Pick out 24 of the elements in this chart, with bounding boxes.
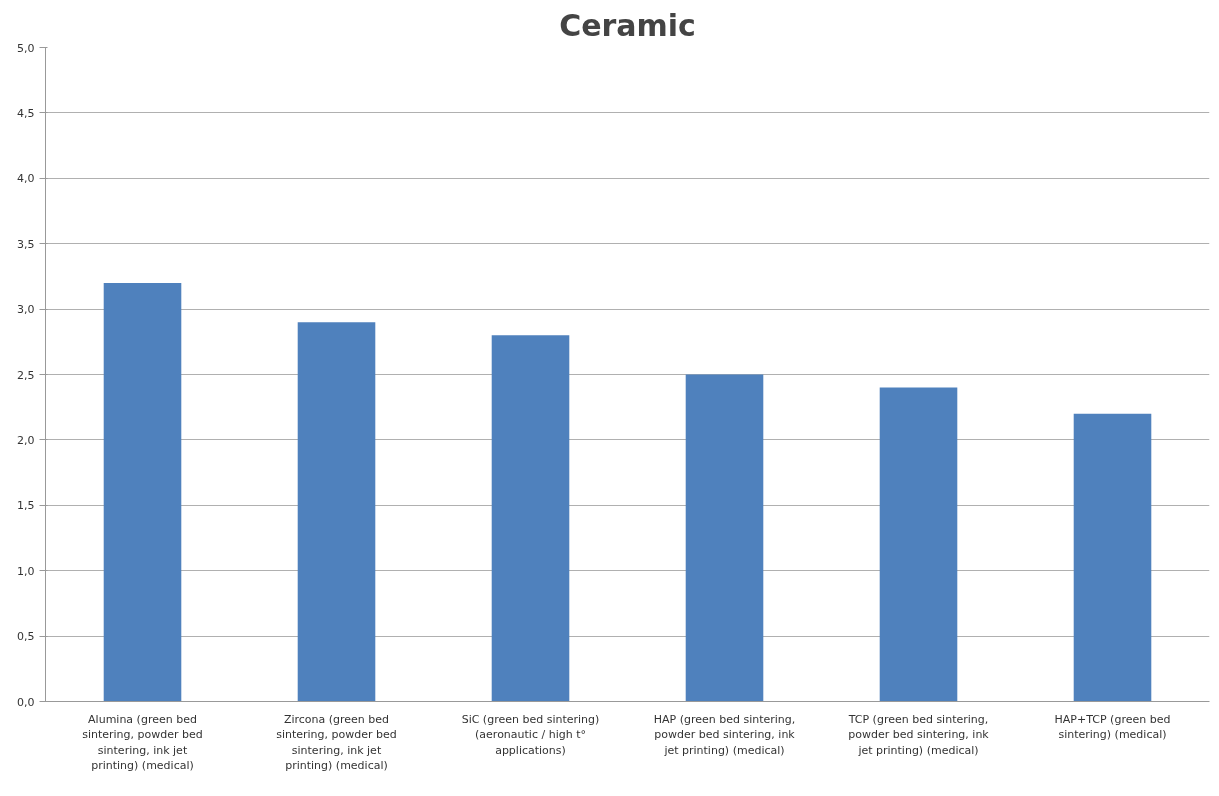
bar xyxy=(297,322,376,702)
x-tick-label: Alumina (green bed sintering, powder bed sintering, ink jet printing) (medical) xyxy=(82,712,203,773)
bar xyxy=(685,374,764,702)
x-tick-label: HAP (green bed sintering, powder bed sintering, ink jet printing) (medical) xyxy=(653,712,796,757)
y-tick-label: 2,0 xyxy=(17,433,35,447)
x-tick-label: Zircona (green bed sintering, powder bed sintering, ink jet printing) (medical) xyxy=(276,712,397,773)
bar xyxy=(1073,413,1152,702)
x-tick-label: TCP (green bed sintering, powder bed sintering, ink jet printing) (medical) xyxy=(847,712,990,757)
x-tick-label: HAP+TCP (green bed sintering) (medical) xyxy=(1054,712,1171,742)
chart-title: Ceramic xyxy=(559,7,696,43)
bar xyxy=(491,335,570,702)
x-tick-label: SiC (green bed sintering) (aeronautic / high t° applications) xyxy=(461,712,600,757)
bar xyxy=(103,282,182,702)
y-tick-label: 4,0 xyxy=(17,172,35,186)
y-tick-label: 0,0 xyxy=(17,695,35,709)
y-tick-label: 2,5 xyxy=(17,368,35,382)
y-tick-label: 1,0 xyxy=(17,564,35,578)
y-tick-label: 4,5 xyxy=(17,106,35,120)
y-tick-label: 1,5 xyxy=(17,499,35,513)
y-tick-label: 3,5 xyxy=(17,237,35,251)
y-tick-label: 3,0 xyxy=(17,303,35,317)
bar xyxy=(879,387,958,702)
y-tick-label: 5,0 xyxy=(17,41,35,55)
y-tick-label: 0,5 xyxy=(17,630,35,644)
